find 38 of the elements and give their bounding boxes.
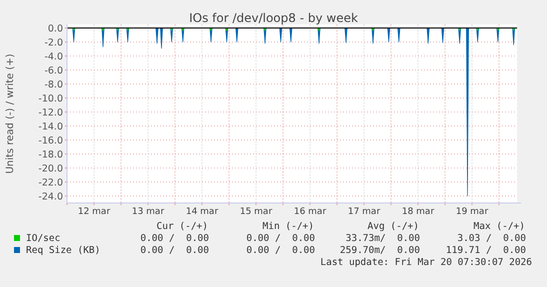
- text: 0.00 / 0.00: [140, 245, 210, 256]
- text: Max (-/+): [474, 221, 525, 232]
- x-tick-label: 15 mar: [240, 207, 272, 217]
- x-tick-label: 14 mar: [186, 207, 218, 217]
- y-tick-label: -18.0: [38, 150, 63, 160]
- chart-title: IOs for /dev/loop8 - by week: [189, 11, 358, 25]
- text: 259.70m/ 0.00: [340, 245, 420, 256]
- x-tick-label: 13 mar: [132, 207, 164, 217]
- x-tick-label: 19 mar: [456, 207, 488, 217]
- text: 3.03 / 0.00: [457, 233, 526, 244]
- y-tick-label: -12.0: [38, 108, 63, 118]
- y-tick-label: 0.0: [48, 24, 63, 34]
- y-tick-label: -10.0: [38, 94, 63, 104]
- text: Avg (-/+): [368, 221, 419, 232]
- text: Cur (-/+): [156, 221, 208, 232]
- y-tick-label: -24.0: [38, 192, 63, 202]
- x-tick-label: 18 mar: [402, 207, 434, 217]
- legend-label: Req Size (KB): [26, 245, 100, 256]
- text: 0.00 / 0.00: [246, 245, 316, 256]
- y-tick-label: -6.0: [44, 66, 63, 76]
- legend-label: IO/sec: [26, 233, 60, 244]
- y-tick-label: -22.0: [38, 178, 63, 188]
- y-tick-label: -16.0: [38, 136, 63, 146]
- x-tick-label: 17 mar: [348, 207, 380, 217]
- text: Min (-/+): [262, 221, 314, 232]
- y-tick-label: -20.0: [38, 164, 63, 174]
- y-tick-label: -4.0: [44, 52, 63, 62]
- text: 33.73m/ 0.00: [346, 233, 420, 244]
- text: 0.00 / 0.00: [246, 233, 316, 244]
- x-tick-label: 16 mar: [294, 207, 326, 217]
- y-tick-label: -2.0: [44, 38, 63, 48]
- y-tick-label: -14.0: [38, 122, 63, 132]
- x-tick-label: 12 mar: [78, 207, 110, 217]
- y-axis-title: Units read (-) / write (+): [5, 54, 16, 174]
- y-tick-label: -8.0: [44, 80, 63, 90]
- text: 0.00 / 0.00: [140, 233, 210, 244]
- text: Last update: Fri Mar 20 07:30:07 2026: [320, 257, 532, 268]
- text: 119.71 / 0.00: [446, 245, 526, 256]
